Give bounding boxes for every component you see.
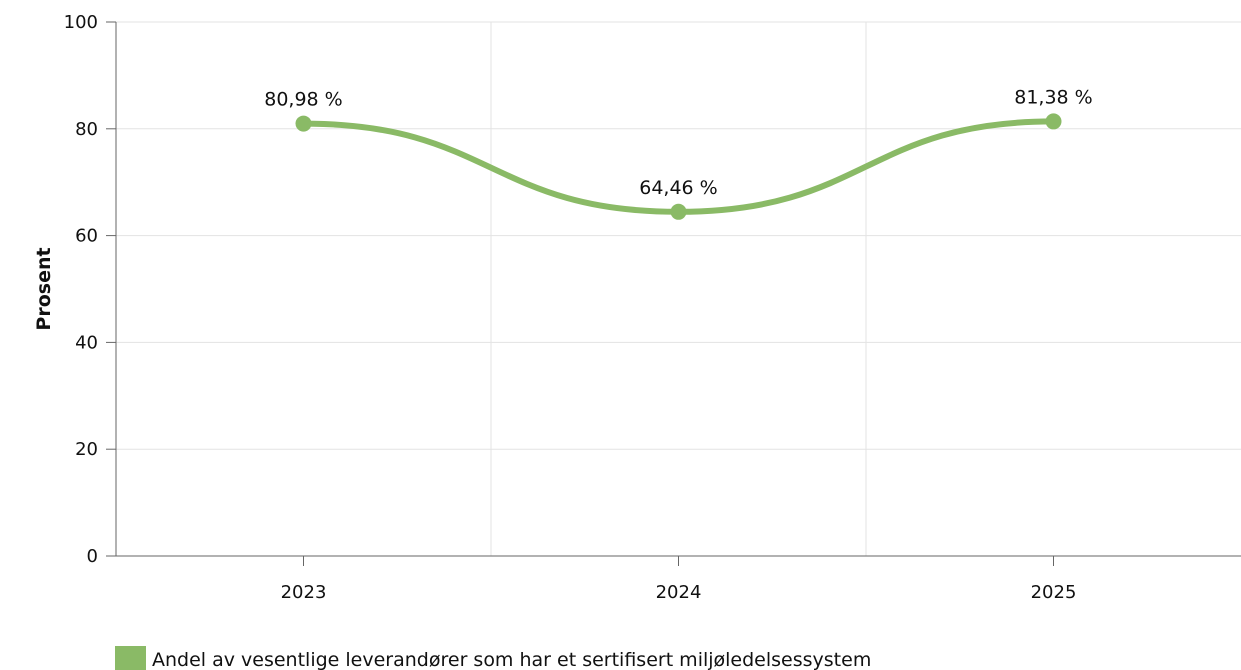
- x-tick-labels: 2023 2024 2025: [281, 582, 1077, 603]
- x-tick-label: 2024: [656, 582, 702, 603]
- legend[interactable]: Andel av vesentlige leverandører som har…: [115, 646, 871, 670]
- y-tick-label: 60: [75, 226, 98, 247]
- series-layer: 80,98 % 64,46 % 81,38 %: [264, 86, 1093, 219]
- y-tick-label: 40: [75, 332, 98, 353]
- legend-label[interactable]: Andel av vesentlige leverandører som har…: [152, 649, 871, 670]
- y-tick-label: 0: [87, 546, 98, 567]
- x-tick-label: 2023: [281, 582, 327, 603]
- y-axis-title: Prosent: [33, 247, 55, 330]
- data-point: [296, 116, 312, 132]
- data-label: 64,46 %: [639, 177, 718, 199]
- x-tick-label: 2025: [1031, 582, 1077, 603]
- y-tick-label: 80: [75, 119, 98, 140]
- data-point: [1046, 113, 1062, 129]
- y-tick-label: 20: [75, 439, 98, 460]
- data-label: 80,98 %: [264, 89, 343, 111]
- y-tick-labels: 0 20 40 60 80 100: [64, 12, 98, 567]
- y-tick-label: 100: [64, 12, 98, 33]
- data-point: [671, 204, 687, 220]
- legend-swatch[interactable]: [115, 646, 146, 670]
- data-label: 81,38 %: [1014, 86, 1093, 108]
